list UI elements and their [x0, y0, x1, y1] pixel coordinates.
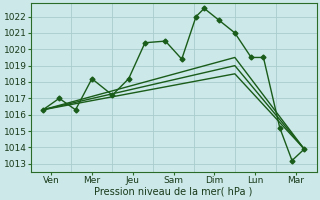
X-axis label: Pression niveau de la mer( hPa ): Pression niveau de la mer( hPa )	[94, 187, 253, 197]
